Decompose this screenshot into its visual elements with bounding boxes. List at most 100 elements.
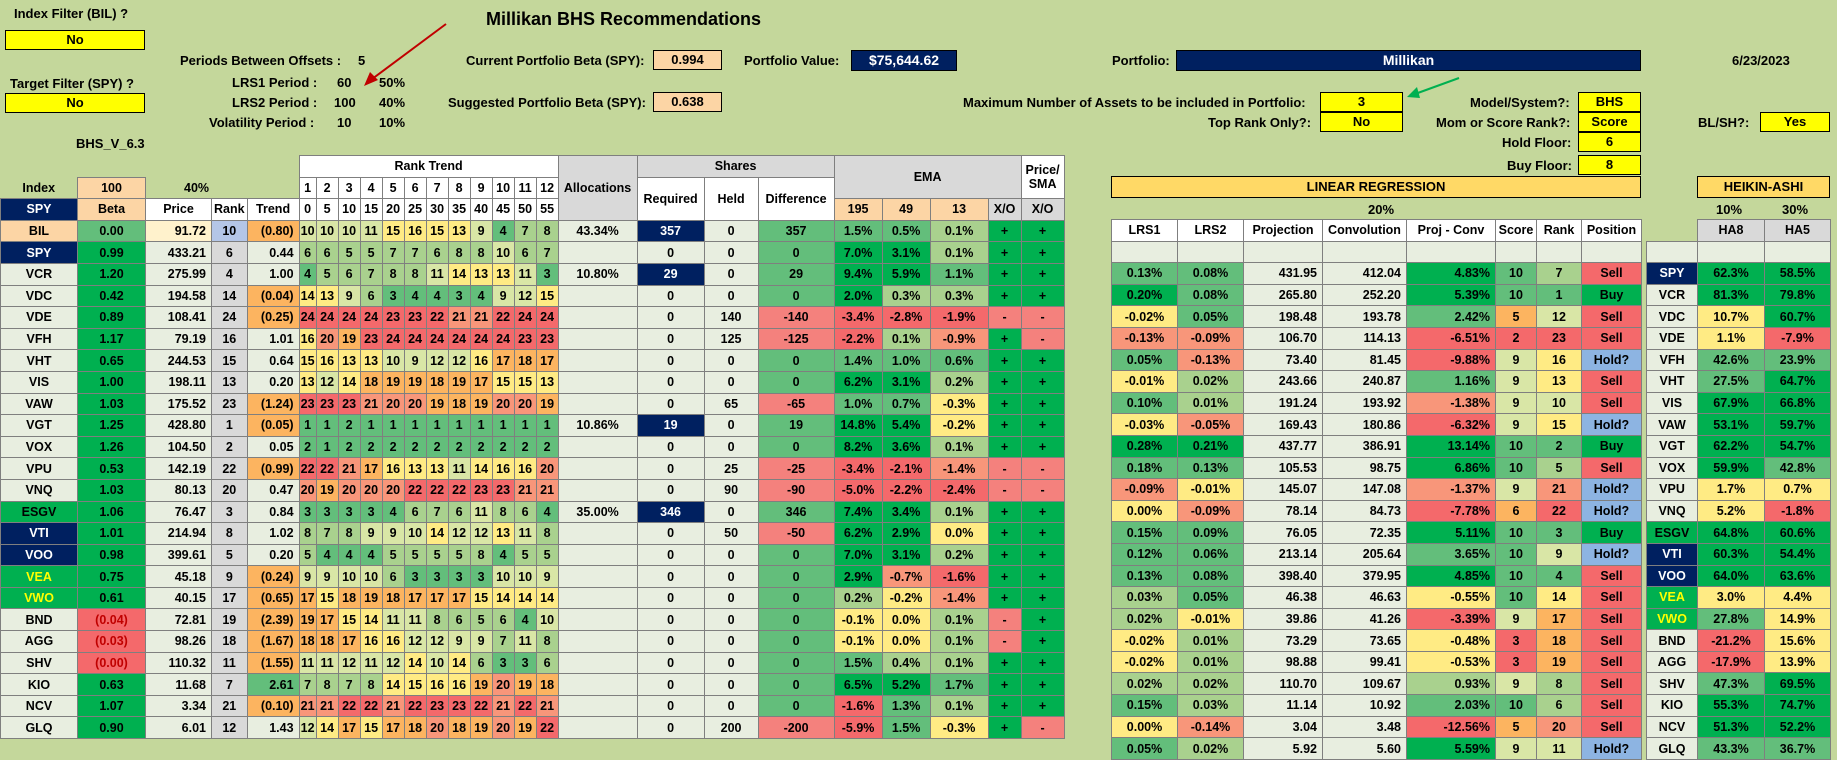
position-cell[interactable]: Sell — [1581, 305, 1642, 328]
table-row[interactable]: VNQ 1.03 80.13 20 0.47 20 19 20 20 20 22 22 22 23 23 21… — [0, 478, 1065, 502]
lr-row[interactable]: 0.13% 0.08% 431.95 412.04 4.83% 10 7 Sell — [1111, 262, 1642, 285]
ticker-cell[interactable]: VDE — [0, 306, 78, 329]
ha-row[interactable]: VDE 1.1% -7.9% — [1646, 326, 1831, 350]
position-cell[interactable]: Hold? — [1581, 413, 1642, 436]
lr-row[interactable]: 0.28% 0.21% 437.77 386.91 13.14% 10 2 Buy — [1111, 434, 1642, 458]
ticker-cell[interactable]: VTI — [0, 522, 78, 545]
table-row[interactable]: SHV (0.00) 110.32 11 (1.55) 11 11 12 11 12 14 10 14 6… — [0, 651, 1065, 675]
position-cell[interactable] — [1581, 240, 1642, 264]
table-row[interactable]: VDE 0.89 108.41 24 (0.25) 24 24 24 24 23 23 22 21 21 2… — [0, 306, 1065, 329]
ticker-cell[interactable]: SPY — [0, 241, 78, 264]
position-cell[interactable]: Sell — [1581, 607, 1642, 631]
position-cell[interactable]: Buy — [1581, 283, 1642, 307]
ha-row[interactable]: SPY 62.3% 58.5% — [1646, 262, 1831, 285]
table-row[interactable]: VOO 0.98 399.61 5 0.20 5 4 4 4 5 5 5 5 8 4 5 5 0 0 0 7.0% 3.1… — [0, 543, 1065, 567]
lrs1-value[interactable]: 60 — [337, 75, 352, 90]
position-cell[interactable]: Sell — [1581, 715, 1642, 739]
ticker-cell[interactable]: VNQ — [0, 478, 78, 502]
ticker-cell[interactable]: VPU — [0, 457, 78, 480]
position-cell[interactable]: Hold? — [1581, 542, 1642, 566]
lr-row[interactable]: 0.12% 0.06% 213.14 205.64 3.65% 10 9 Hold? — [1111, 542, 1642, 566]
lr-row[interactable]: 0.05% -0.13% 73.40 81.45 -9.88% 9 16 Hold? — [1111, 348, 1642, 372]
table-row[interactable]: VOX 1.26 104.50 2 0.05 2 1 2 2 2 2 2 2 2 2 2 2 0 0 0 8.2% 3.6… — [0, 435, 1065, 459]
ticker-cell[interactable]: VFH — [0, 327, 78, 351]
ticker-cell[interactable]: VOX — [0, 435, 78, 459]
lr-row[interactable]: 0.20% 0.08% 265.80 252.20 5.39% 10 1 Buy — [1111, 283, 1642, 307]
ticker-cell[interactable]: VCR — [0, 262, 78, 286]
table-row[interactable]: VDC 0.42 194.58 14 (0.04) 14 13 9 6 3 4 4 3 4 9 12 15 0 0 0… — [0, 284, 1065, 308]
lr-row[interactable]: 0.03% 0.05% 46.38 46.63 -0.55% 10 14 Sell — [1111, 586, 1642, 609]
portfolio-name[interactable]: Millikan — [1176, 50, 1641, 71]
ha-row[interactable]: SHV 47.3% 69.5% — [1646, 672, 1831, 696]
ha-row[interactable]: VPU 1.7% 0.7% — [1646, 478, 1831, 501]
position-cell[interactable]: Hold? — [1581, 478, 1642, 501]
position-cell[interactable]: Hold? — [1581, 737, 1642, 760]
ha-row[interactable]: VWO 27.8% 14.9% — [1646, 607, 1831, 631]
blsh-value[interactable]: Yes — [1760, 112, 1830, 132]
position-cell[interactable]: Sell — [1581, 564, 1642, 588]
lr-row[interactable]: 0.02% 0.02% 110.70 109.67 0.93% 9 8 Sell — [1111, 672, 1642, 696]
lr-row[interactable]: -0.02% 0.05% 198.48 193.78 2.42% 5 12 Sell — [1111, 305, 1642, 328]
position-cell[interactable]: Sell — [1581, 391, 1642, 415]
ticker-cell[interactable]: VOO — [0, 543, 78, 567]
ha-row[interactable]: VEA 3.0% 4.4% — [1646, 586, 1831, 609]
ticker-cell[interactable]: VEA — [0, 565, 78, 588]
position-cell[interactable]: Hold? — [1581, 499, 1642, 523]
top-rank-value[interactable]: No — [1320, 112, 1403, 132]
lr-row[interactable]: 0.00% -0.09% 78.14 84.73 -7.78% 6 22 Hold? — [1111, 499, 1642, 523]
ha-row[interactable]: GLQ 43.3% 36.7% — [1646, 737, 1831, 760]
ha-row[interactable]: ESGV 64.8% 60.6% — [1646, 521, 1831, 544]
table-row[interactable]: KIO 0.63 11.68 7 2.61 7 8 7 8 14 15 16 16 19 20 19 18 0 0 0… — [0, 673, 1065, 696]
position-cell[interactable]: Sell — [1581, 672, 1642, 696]
ticker-cell[interactable]: KIO — [0, 673, 78, 696]
lr-row[interactable]: 0.05% 0.02% 5.92 5.60 5.59% 9 11 Hold? — [1111, 737, 1642, 760]
table-row[interactable]: VHT 0.65 244.53 15 0.64 15 16 13 13 10 9 12 12 16 17 18… — [0, 349, 1065, 372]
table-row[interactable]: AGG (0.03) 98.26 18 (1.67) 18 18 17 16 16 12 12 9 9 7 1… — [0, 630, 1065, 653]
lr-row[interactable]: -0.03% -0.05% 169.43 180.86 -6.32% 9 15 Hold? — [1111, 413, 1642, 436]
position-cell[interactable]: Buy — [1581, 434, 1642, 458]
ticker-cell[interactable]: NCV — [0, 694, 78, 718]
lr-row[interactable]: -0.01% 0.02% 243.66 240.87 1.16% 9 13 Sell — [1111, 370, 1642, 393]
index-filter-value[interactable]: No — [5, 30, 145, 50]
position-cell[interactable]: Buy — [1581, 521, 1642, 544]
ticker-cell[interactable]: ESGV — [0, 500, 78, 524]
lr-row[interactable]: 0.15% 0.09% 76.05 72.35 5.11% 10 3 Buy — [1111, 521, 1642, 544]
table-row[interactable]: VFH 1.17 79.19 16 1.01 16 20 19 23 24 24 24 24 24 24 23… — [0, 327, 1065, 351]
lr-row[interactable]: -0.13% -0.09% 106.70 114.13 -6.51% 2 23 Sell — [1111, 326, 1642, 350]
table-row[interactable]: ESGV 1.06 76.47 3 0.84 3 3 3 3 4 6 7 6 11 8 6 4 35.00% 346… — [0, 500, 1065, 524]
target-filter-value[interactable]: No — [5, 93, 145, 113]
ticker-cell[interactable]: BND — [0, 608, 78, 632]
table-row[interactable]: VGT 1.25 428.80 1 (0.05) 1 1 2 1 1 1 1 1 1 1 1 1 10.86% 19… — [0, 414, 1065, 437]
lr-row[interactable]: 0.10% 0.01% 191.24 193.92 -1.38% 9 10 Sell — [1111, 391, 1642, 415]
lr-row[interactable]: 0.02% -0.01% 39.86 41.26 -3.39% 9 17 Sell — [1111, 607, 1642, 631]
ha-row[interactable]: NCV 51.3% 52.2% — [1646, 715, 1831, 739]
position-cell[interactable]: Sell — [1581, 456, 1642, 480]
ha-row[interactable] — [1646, 240, 1831, 264]
ticker-cell[interactable]: VIS — [0, 370, 78, 394]
mom-value[interactable]: Score — [1578, 112, 1641, 132]
position-cell[interactable]: Sell — [1581, 262, 1642, 285]
vol-value[interactable]: 10 — [337, 115, 352, 130]
position-cell[interactable]: Sell — [1581, 326, 1642, 350]
table-row[interactable]: VWO 0.61 40.15 17 (0.65) 17 15 18 19 18 17 17 17 15 14… — [0, 586, 1065, 610]
model-value[interactable]: BHS — [1578, 92, 1641, 112]
position-cell[interactable]: Sell — [1581, 370, 1642, 393]
lr-row[interactable]: -0.02% 0.01% 73.29 73.65 -0.48% 3 18 Sell — [1111, 629, 1642, 652]
ticker-cell[interactable]: VAW — [0, 392, 78, 416]
ha-row[interactable]: VIS 67.9% 66.8% — [1646, 391, 1831, 415]
ticker-cell[interactable]: VDC — [0, 284, 78, 308]
lr-row[interactable]: -0.09% -0.01% 145.07 147.08 -1.37% 9 21 Hold? — [1111, 478, 1642, 501]
lr-row[interactable] — [1111, 240, 1642, 264]
lr-row[interactable]: 0.13% 0.08% 398.40 379.95 4.85% 10 4 Sell — [1111, 564, 1642, 588]
table-row[interactable]: VAW 1.03 175.52 23 (1.24) 23 23 23 21 20 20 19 18 19 2… — [0, 392, 1065, 416]
lr-row[interactable]: 0.15% 0.03% 11.14 10.92 2.03% 10 6 Sell — [1111, 694, 1642, 717]
table-row[interactable]: VCR 1.20 275.99 4 1.00 4 5 6 7 8 8 11 14 13 13 11 3 10.80… — [0, 262, 1065, 286]
lr-row[interactable]: 0.18% 0.13% 105.53 98.75 6.86% 10 5 Sell — [1111, 456, 1642, 480]
hold-floor-value[interactable]: 6 — [1578, 132, 1641, 152]
table-row[interactable]: VIS 1.00 198.11 13 0.20 13 12 14 18 19 19 18 19 17 15 1… — [0, 370, 1065, 394]
table-row[interactable]: VPU 0.53 142.19 22 (0.99) 22 22 21 17 16 13 13 11 14 1… — [0, 457, 1065, 480]
ticker-cell[interactable]: BIL — [0, 219, 78, 243]
ha-row[interactable]: AGG -17.9% 13.9% — [1646, 650, 1831, 674]
ha-row[interactable]: VCR 81.3% 79.8% — [1646, 283, 1831, 307]
ticker-cell[interactable]: VHT — [0, 349, 78, 372]
